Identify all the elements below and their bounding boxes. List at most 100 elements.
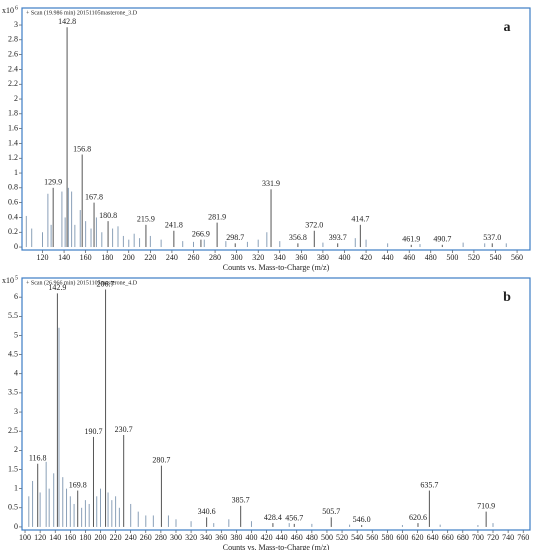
peak-label: 142.8 (58, 17, 76, 26)
peak-label: 190.7 (84, 427, 102, 436)
x-axis-title: Counts vs. Mass-to-Charge (m/z) (223, 263, 330, 272)
x-tick-label: 620 (412, 533, 424, 542)
y-tick-label: 3.5 (8, 388, 18, 397)
plot-frame (21, 7, 531, 251)
x-tick-label: 260 (187, 253, 199, 262)
y-tick-label: 0 (14, 242, 18, 251)
peak-label: 546.0 (353, 515, 371, 524)
x-tick-label: 420 (360, 253, 372, 262)
x-tick-label: 500 (446, 253, 458, 262)
y-tick-label: 2.2 (8, 79, 18, 88)
y-multiplier: x10 (2, 6, 14, 15)
y-tick-label: 1 (14, 483, 18, 492)
x-tick-label: 520 (468, 253, 480, 262)
x-tick-label: 200 (95, 533, 107, 542)
x-tick-label: 380 (317, 253, 329, 262)
peak-label: 372.0 (305, 221, 323, 230)
peak-label: 456.7 (285, 514, 303, 523)
x-tick-label: 700 (472, 533, 484, 542)
x-tick-label: 460 (291, 533, 303, 542)
y-tick-label: 0.5 (8, 503, 18, 512)
x-tick-label: 660 (442, 533, 454, 542)
y-tick-label: 0.8 (8, 183, 18, 192)
peak-label: 230.7 (115, 425, 133, 434)
x-tick-label: 460 (403, 253, 415, 262)
x-tick-label: 540 (351, 533, 363, 542)
x-tick-label: 320 (185, 533, 197, 542)
y-tick-label: 5 (14, 330, 18, 339)
peak-label: 414.7 (351, 215, 369, 224)
x-tick-label: 240 (125, 533, 137, 542)
peak-label: 280.7 (152, 455, 170, 464)
peak-label: 156.8 (73, 144, 91, 153)
peak-label: 331.9 (262, 179, 280, 188)
peak-label: 710.9 (477, 501, 495, 510)
y-tick-label: 3 (14, 407, 18, 416)
x-tick-label: 400 (245, 533, 257, 542)
peak-label: 206.7 (97, 279, 115, 288)
x-tick-label: 380 (230, 533, 242, 542)
peak-label: 490.7 (433, 235, 451, 244)
y-tick-label: 5.5 (8, 311, 18, 320)
peak-label: 635.7 (420, 480, 438, 489)
x-tick-label: 120 (36, 253, 48, 262)
peak-label: 142.9 (48, 283, 66, 292)
x-tick-label: 360 (295, 253, 307, 262)
y-tick-label: 2.6 (8, 49, 18, 58)
y-multiplier: x10 (2, 276, 14, 285)
peak-label: 180.8 (99, 211, 117, 220)
x-tick-label: 740 (502, 533, 514, 542)
y-tick-label: 0.2 (8, 227, 18, 236)
x-tick-label: 340 (200, 533, 212, 542)
x-tick-label: 580 (381, 533, 393, 542)
y-tick-label: 1 (14, 168, 18, 177)
x-tick-label: 180 (79, 533, 91, 542)
peak-label: 340.6 (198, 507, 216, 516)
peak-label: 281.9 (208, 212, 226, 221)
x-tick-label: 260 (140, 533, 152, 542)
x-tick-label: 140 (58, 253, 70, 262)
peak-label: 537.0 (483, 233, 501, 242)
x-tick-label: 320 (252, 253, 264, 262)
y-exponent: 5 (15, 275, 18, 281)
x-tick-label: 200 (123, 253, 135, 262)
peak-label: 505.7 (322, 507, 340, 516)
x-tick-label: 280 (155, 533, 167, 542)
x-tick-label: 440 (382, 253, 394, 262)
peak-label: 129.9 (44, 178, 62, 187)
scan-title: + Scan (26.966 min) 20151105masterone_4.… (26, 279, 138, 286)
peak-label: 167.8 (85, 192, 103, 201)
x-tick-label: 420 (261, 533, 273, 542)
x-tick-label: 560 (511, 253, 523, 262)
peak-label: 215.9 (137, 215, 155, 224)
x-tick-label: 140 (49, 533, 61, 542)
panel-label: a (504, 20, 511, 35)
peak-label: 393.7 (329, 233, 347, 242)
peak-label: 428.4 (264, 513, 282, 522)
peak-label: 385.7 (232, 496, 250, 505)
y-tick-label: 2.8 (8, 35, 18, 44)
x-tick-label: 480 (425, 253, 437, 262)
x-tick-label: 180 (101, 253, 113, 262)
y-tick-label: 3 (14, 20, 18, 29)
x-tick-label: 680 (457, 533, 469, 542)
x-tick-label: 560 (366, 533, 378, 542)
x-tick-label: 500 (321, 533, 333, 542)
x-tick-label: 720 (487, 533, 499, 542)
x-tick-label: 160 (80, 253, 92, 262)
y-tick-label: 6 (14, 292, 18, 301)
y-tick-label: 4.5 (8, 349, 18, 358)
x-tick-label: 520 (336, 533, 348, 542)
x-tick-label: 300 (231, 253, 243, 262)
peak-label: 298.7 (226, 233, 244, 242)
y-exponent: 6 (15, 5, 18, 11)
x-axis-title: Counts vs. Mass-to-Charge (m/z) (223, 543, 330, 550)
y-tick-label: 1.5 (8, 464, 18, 473)
plot-frame (21, 277, 531, 531)
y-tick-label: 1.2 (8, 153, 18, 162)
x-tick-label: 540 (489, 253, 501, 262)
y-tick-label: 0 (14, 522, 18, 531)
x-tick-label: 640 (427, 533, 439, 542)
x-tick-label: 120 (34, 533, 46, 542)
